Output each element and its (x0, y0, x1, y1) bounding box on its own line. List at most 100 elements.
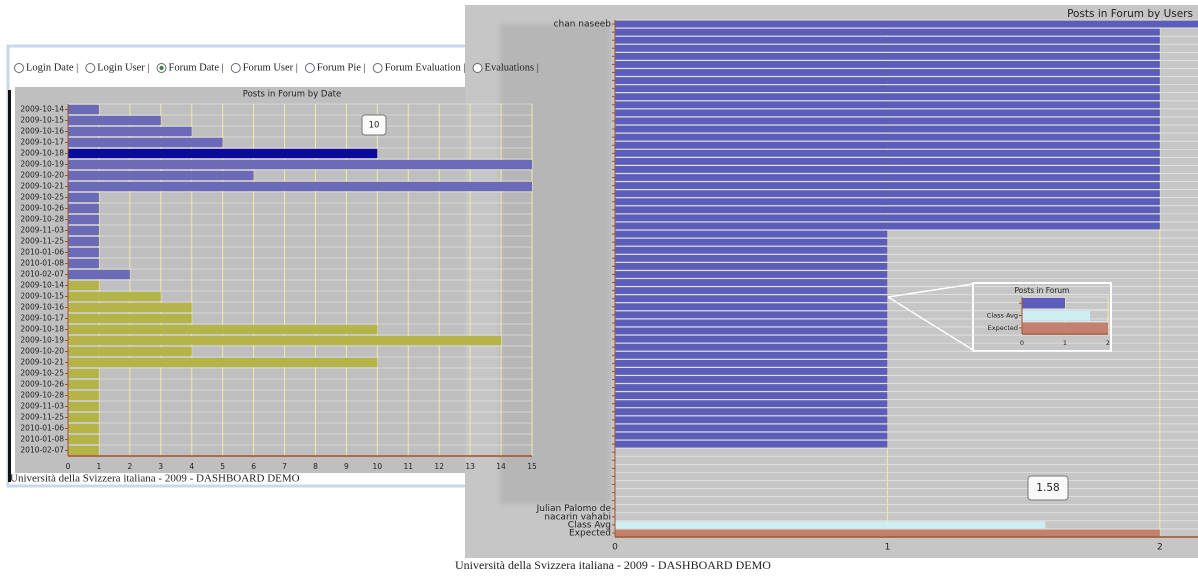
tooltip-text: 10 (369, 121, 380, 131)
y-tick-label: 2009-10-25 (20, 369, 64, 378)
bar (1022, 297, 1065, 309)
radio-label[interactable]: Evaluations | (485, 62, 539, 73)
chart-title: Posts in Forum (1015, 286, 1070, 295)
bar (68, 258, 99, 269)
bar (615, 343, 888, 351)
bar (615, 125, 1160, 133)
bar (68, 346, 192, 357)
bar (68, 214, 99, 225)
x-tick-label: 12 (434, 462, 444, 471)
radio[interactable] (85, 63, 96, 73)
bars (1022, 297, 1108, 334)
bar (615, 85, 1160, 93)
bar (68, 368, 99, 379)
y-tick-label: 2009-10-16 (20, 303, 64, 312)
bar (615, 93, 1160, 101)
bar (615, 182, 1160, 189)
radio[interactable] (472, 63, 483, 73)
bar (615, 392, 888, 400)
bar (68, 401, 99, 412)
radio[interactable] (372, 63, 383, 73)
bar (615, 311, 888, 319)
bar (615, 287, 888, 295)
bar (615, 368, 888, 375)
bar (615, 214, 1160, 222)
callout-line (887, 296, 974, 351)
y-tick-label: 2009-10-26 (20, 204, 64, 213)
radio-label[interactable]: Forum Date | (169, 62, 224, 73)
y-tick-label: 2009-11-25 (20, 237, 64, 246)
y-tick-label: 2009-10-18 (20, 325, 64, 334)
bar (615, 222, 1160, 230)
bar (68, 115, 161, 126)
bar (615, 432, 888, 440)
bar (615, 101, 1160, 109)
tooltip (361, 114, 387, 136)
radio-label[interactable]: Forum User | (243, 62, 298, 73)
bar (615, 529, 1160, 537)
bar (68, 192, 99, 203)
x-tick-label: 11 (403, 462, 413, 471)
x-tick-label: 6 (251, 462, 256, 471)
x-tick-label: 7 (282, 462, 287, 471)
bar (615, 206, 1160, 214)
bar (68, 313, 192, 324)
bar (68, 379, 99, 390)
bar (615, 36, 1160, 44)
radio[interactable] (14, 63, 24, 73)
y-tick-label: 2009-10-20 (20, 171, 64, 180)
y-tick-label: 2010-02-07 (20, 446, 64, 455)
y-tick-label: 2009-10-19 (20, 336, 64, 345)
x-tick-label: 1 (97, 462, 102, 471)
bar (1022, 310, 1090, 321)
bar (615, 359, 888, 367)
y-tick-label: Class Avg (568, 520, 611, 530)
radio-label[interactable]: Login User | (97, 62, 149, 73)
bar (1022, 322, 1108, 334)
bar (615, 319, 888, 327)
y-tick-label: 2009-10-21 (20, 182, 64, 191)
x-tick-label: 0 (1020, 339, 1024, 347)
x-tick-label: 4 (189, 462, 194, 471)
radio-label[interactable]: Forum Pie | (317, 62, 366, 73)
bar (68, 423, 99, 434)
bar (68, 412, 99, 423)
bar (615, 44, 1160, 52)
bar (68, 236, 99, 247)
radio[interactable] (304, 63, 315, 73)
x-tick-label: 2 (1157, 543, 1163, 553)
bar (68, 280, 99, 291)
bar (615, 141, 1160, 149)
bar (615, 400, 888, 408)
bar (615, 238, 888, 246)
radio-label[interactable]: Forum Evaluation | (385, 62, 466, 73)
y-tick-label: 2009-10-28 (20, 391, 64, 400)
radio-label[interactable]: Login Date | (26, 62, 78, 73)
bar (68, 390, 99, 401)
bar (615, 351, 888, 359)
x-tick-label: 14 (496, 462, 506, 471)
bar (68, 148, 378, 159)
bar (615, 28, 1160, 36)
bar (615, 69, 1160, 76)
bar (615, 327, 888, 335)
bar (615, 174, 1160, 181)
footer: Università della Svizzera italiana - 200… (10, 473, 300, 485)
bar (615, 246, 888, 254)
bar (615, 384, 888, 391)
radio[interactable] (230, 63, 241, 73)
bar (68, 445, 99, 456)
y-tick-label: Expected (569, 528, 611, 538)
bar (68, 324, 378, 335)
bar (615, 262, 888, 270)
x-tick-label: 2 (1106, 339, 1110, 347)
y-tick-label: nacarin vahabi (544, 512, 611, 522)
y-tick-label: 2009-10-15 (20, 292, 64, 301)
y-tick-label: 2009-10-17 (20, 314, 64, 323)
left-edge (8, 90, 11, 482)
x-tick-label: 13 (465, 462, 475, 471)
bar (68, 247, 99, 258)
bar (615, 408, 888, 416)
bar (615, 190, 1160, 198)
